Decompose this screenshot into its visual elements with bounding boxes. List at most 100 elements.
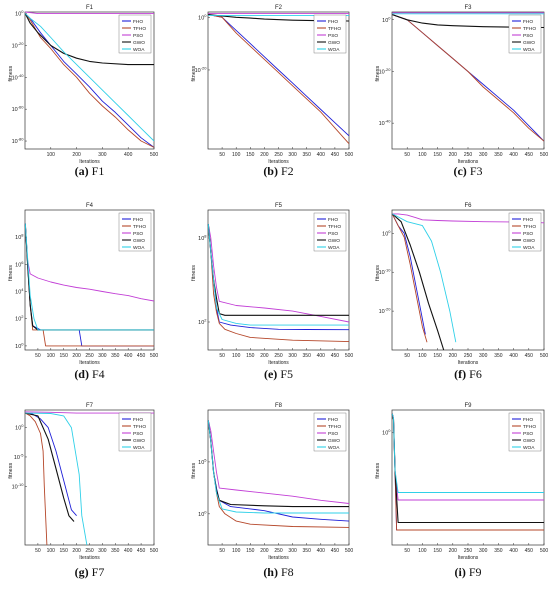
x-tick-label: 400 bbox=[317, 548, 326, 554]
x-tick-label: 400 bbox=[509, 548, 518, 554]
panel-f2: F2 50 100 150 200 250 300 350 400 450 500 Iteration… bbox=[191, 5, 353, 178]
legend-label: PSO bbox=[133, 431, 143, 437]
x-tick-label: 350 bbox=[494, 152, 503, 158]
x-tick-label: 100 bbox=[418, 353, 427, 359]
panel-f3: F3 50 100 150 200 250 300 350 400 450 500 Iteration… bbox=[375, 5, 548, 178]
series-line-pso bbox=[207, 420, 350, 504]
legend-label: FHO bbox=[328, 417, 338, 423]
y-tick-label: 100 bbox=[382, 229, 391, 238]
x-tick-label: 150 bbox=[433, 152, 442, 158]
x-tick-label: 450 bbox=[137, 353, 146, 359]
x-tick-label: 200 bbox=[260, 353, 269, 359]
x-axis-label: Iterations bbox=[79, 159, 100, 165]
x-tick-label: 150 bbox=[246, 353, 255, 359]
x-tick-label: 350 bbox=[303, 152, 312, 158]
series-line-gwo bbox=[25, 412, 75, 522]
legend-label: FHO bbox=[133, 417, 143, 423]
legend-label: WOA bbox=[328, 245, 340, 251]
series-line-woa bbox=[392, 213, 457, 343]
x-tick-label: 400 bbox=[124, 353, 133, 359]
x-tick-label: 400 bbox=[317, 353, 326, 359]
series-line-pso bbox=[207, 223, 350, 323]
series-group bbox=[24, 11, 155, 148]
legend-label: PSO bbox=[328, 231, 338, 237]
x-axis-label: Iterations bbox=[268, 360, 289, 366]
legend-label: GWO bbox=[133, 40, 145, 46]
y-tick-label: 10-20 bbox=[379, 307, 392, 316]
x-tick-label: 50 bbox=[219, 353, 225, 359]
x-tick-label: 250 bbox=[274, 152, 283, 158]
x-tick-label: 300 bbox=[479, 152, 488, 158]
legend-label: TFHO bbox=[523, 424, 536, 430]
x-axis-label: Iterations bbox=[79, 555, 100, 561]
y-axis-label: fitness bbox=[8, 65, 14, 81]
x-tick-label: 400 bbox=[124, 548, 133, 554]
y-axis-label: fitness bbox=[375, 65, 381, 81]
series-line-pso bbox=[25, 11, 154, 15]
panel-f4: F4 50 100 150 200 250 300 350 400 450 500 Iteration… bbox=[8, 203, 158, 381]
y-tick-label: 10-60 bbox=[12, 105, 25, 114]
panel-f9: F9 50 100 150 200 250 300 350 400 450 500 Iteration… bbox=[375, 403, 548, 579]
panel-caption: (d) F4 bbox=[74, 367, 104, 381]
panel-caption-text: F6 bbox=[466, 367, 482, 381]
panel-caption: (g) F7 bbox=[75, 565, 105, 579]
legend-label: FHO bbox=[133, 217, 143, 223]
x-tick-label: 150 bbox=[246, 548, 255, 554]
y-axis-label: fitness bbox=[375, 265, 381, 281]
x-tick-label: 500 bbox=[150, 353, 159, 359]
x-tick-label: 200 bbox=[72, 548, 81, 554]
y-tick-label: 102 bbox=[198, 318, 207, 327]
panel-caption-text: F4 bbox=[89, 367, 105, 381]
x-axis-label: Iterations bbox=[79, 360, 100, 366]
panel-caption: (h) F8 bbox=[263, 565, 293, 579]
y-tick-label: 10-5 bbox=[14, 452, 24, 461]
legend-label: PSO bbox=[133, 231, 143, 237]
x-tick-label: 200 bbox=[449, 152, 458, 158]
series-group bbox=[25, 411, 154, 546]
panel-f7: F7 50 100 150 200 250 300 350 400 450 500 Iteration… bbox=[8, 403, 158, 579]
y-tick-label: 106 bbox=[15, 260, 24, 269]
y-axis-label: fitness bbox=[191, 65, 197, 81]
panel-caption-text: F2 bbox=[278, 164, 294, 178]
x-tick-label: 100 bbox=[232, 152, 241, 158]
y-tick-label: 10-20 bbox=[195, 65, 208, 74]
panel-caption-text: F7 bbox=[89, 565, 105, 579]
series-line-tfho bbox=[207, 223, 350, 343]
chart-title: F3 bbox=[464, 5, 472, 11]
x-tick-label: 500 bbox=[345, 548, 354, 554]
series-line-tfho bbox=[24, 13, 155, 148]
series-line-pso bbox=[24, 223, 155, 302]
series-line-gwo bbox=[392, 14, 545, 29]
y-tick-label: 100 bbox=[382, 15, 391, 24]
series-group bbox=[391, 413, 544, 531]
x-tick-label: 200 bbox=[449, 548, 458, 554]
legend-label: GWO bbox=[328, 238, 340, 244]
x-tick-label: 100 bbox=[47, 353, 56, 359]
panel-tag: (d) bbox=[74, 367, 89, 381]
x-tick-label: 450 bbox=[525, 353, 534, 359]
x-tick-label: 150 bbox=[60, 548, 69, 554]
x-tick-label: 300 bbox=[98, 353, 107, 359]
x-tick-label: 300 bbox=[98, 548, 107, 554]
x-tick-label: 450 bbox=[331, 353, 340, 359]
x-tick-label: 400 bbox=[509, 353, 518, 359]
chart-title: F6 bbox=[464, 203, 472, 209]
x-tick-label: 350 bbox=[303, 548, 312, 554]
y-axis-label: fitness bbox=[8, 265, 14, 281]
y-axis-label: fitness bbox=[8, 463, 14, 479]
x-tick-label: 500 bbox=[345, 353, 354, 359]
panel-f1: F1 100 200 300 400 500 Iterations 100 10-20 10-40… bbox=[8, 5, 158, 178]
x-tick-label: 350 bbox=[111, 353, 120, 359]
y-tick-label: 100 bbox=[382, 428, 391, 437]
series-line-tfho bbox=[391, 213, 428, 343]
y-tick-label: 100 bbox=[15, 423, 24, 432]
legend-label: FHO bbox=[328, 19, 338, 25]
x-tick-label: 300 bbox=[479, 353, 488, 359]
legend-label: TFHO bbox=[133, 224, 146, 230]
x-tick-label: 500 bbox=[540, 152, 549, 158]
